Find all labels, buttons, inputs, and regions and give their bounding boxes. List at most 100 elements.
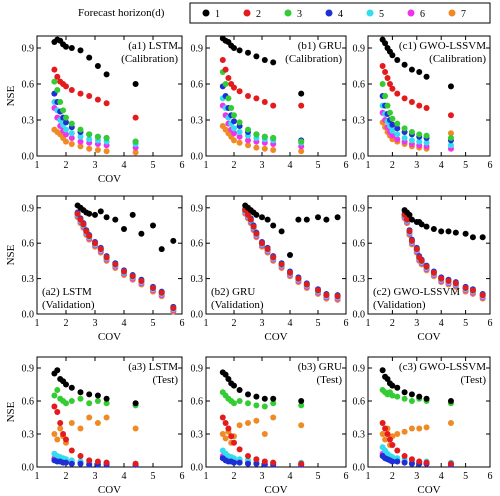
data-point [394,448,400,454]
data-point [86,233,92,239]
data-point [424,133,430,139]
data-point [228,105,234,111]
data-point [54,87,60,93]
data-point [382,426,388,432]
x-tick-label: 4 [122,471,127,482]
data-point [231,85,237,91]
data-point [170,305,176,311]
data-point [402,396,408,402]
data-point [253,402,259,408]
data-point [394,131,400,137]
data-point [438,276,444,282]
data-point [448,398,454,404]
data-point [237,387,243,393]
data-point [424,264,430,270]
legend-label: 1 [215,9,220,20]
legend-title: Forecast horizon(d) [78,7,165,19]
data-point [220,57,226,63]
data-points [242,202,340,302]
data-point [424,460,430,466]
data-point [448,420,454,426]
panel-label: (c2) GWO-LSSVM [373,286,460,298]
data-point [253,53,259,59]
data-point [262,431,268,437]
data-point [245,420,251,426]
panel-label: (c3) GWO-LSSVM [399,361,486,373]
panel-label: (b3) GRU [298,361,342,373]
x-tick-label: 6 [344,471,349,482]
data-point [387,110,393,116]
x-tick-label: 3 [414,471,419,482]
data-point [225,75,231,81]
legend-label: 4 [338,9,343,20]
data-point [104,148,110,154]
y-tick-label: 0.6 [353,80,366,91]
x-tick-label: 3 [414,318,419,329]
data-point [270,147,276,153]
x-tick-label: 4 [439,160,444,171]
data-point [298,139,304,145]
data-point [86,211,92,217]
data-point [279,261,285,267]
y-tick-label: 0.0 [353,152,366,163]
data-point [253,95,259,101]
panel-a3: 1 2 3 4 5 6 0.0 0.3 0.6 0.9 COV NSE (a3) LSTM(Test) [5,357,185,496]
data-point [380,81,386,87]
legend-marker [203,10,210,17]
x-tick-label: 2 [390,160,395,171]
data-point [409,456,415,462]
data-point [298,103,304,109]
x-tick-label: 6 [180,160,185,171]
data-point [385,75,391,81]
data-point [253,231,259,237]
data-point [51,67,57,73]
x-axis-title: COV [264,484,287,496]
data-point [69,87,75,93]
data-point [133,139,139,145]
data-point [380,63,386,69]
data-point [270,254,276,260]
x-axis-title: COV [98,173,121,185]
data-point [245,391,251,397]
data-point [394,394,400,400]
legend-marker [244,10,251,17]
data-point [86,457,92,463]
data-point [63,400,69,406]
data-point [380,420,386,426]
y-tick-label: 0.3 [22,430,35,441]
data-point [95,147,101,153]
y-tick-label: 0.9 [353,364,366,375]
data-point [335,293,341,299]
data-point [262,404,268,410]
data-point [270,135,276,141]
panel-c3: 1 2 3 4 5 60.00.30.60.9COV(c3) GWO-LSSVM(Test… [353,357,493,496]
data-point [63,139,69,145]
data-point [170,238,176,244]
data-point [262,396,268,402]
data-point [416,69,422,75]
data-point [78,91,84,97]
data-point [223,420,229,426]
data-point [237,140,243,146]
data-point [416,459,422,465]
x-tick-label: 1 [204,318,209,329]
data-point [402,95,408,101]
x-tick-label: 2 [232,318,237,329]
data-point [298,461,304,467]
data-point [133,400,139,406]
data-point [262,99,268,105]
data-point [104,214,110,220]
x-tick-label: 2 [390,471,395,482]
x-tick-label: 1 [35,318,40,329]
data-point [389,52,395,58]
legend: 1 2 3 4 5 6 7 [190,3,490,23]
data-point [446,278,452,284]
data-point [231,125,237,131]
data-point [298,422,304,428]
data-point [231,112,237,118]
x-tick-label: 5 [463,318,468,329]
data-point [394,385,400,391]
data-point [431,226,437,232]
data-point [253,145,259,151]
data-point [60,107,66,113]
